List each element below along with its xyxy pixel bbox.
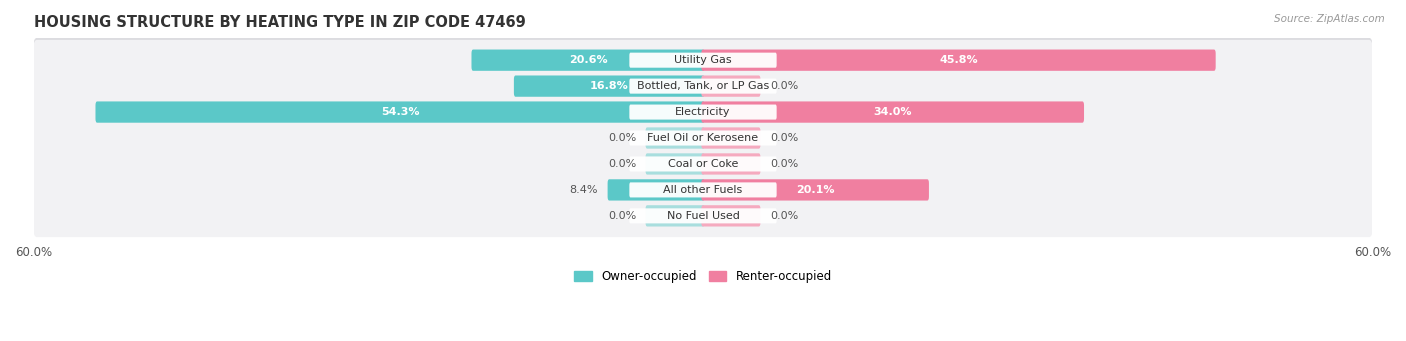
FancyBboxPatch shape: [702, 205, 761, 226]
Text: Electricity: Electricity: [675, 107, 731, 117]
Text: 0.0%: 0.0%: [770, 133, 799, 143]
FancyBboxPatch shape: [34, 170, 1372, 211]
FancyBboxPatch shape: [34, 194, 1372, 235]
Text: 0.0%: 0.0%: [770, 81, 799, 91]
FancyBboxPatch shape: [645, 205, 704, 226]
Text: Bottled, Tank, or LP Gas: Bottled, Tank, or LP Gas: [637, 81, 769, 91]
FancyBboxPatch shape: [513, 75, 704, 97]
FancyBboxPatch shape: [34, 92, 1372, 133]
Text: 34.0%: 34.0%: [873, 107, 912, 117]
FancyBboxPatch shape: [630, 105, 776, 120]
Legend: Owner-occupied, Renter-occupied: Owner-occupied, Renter-occupied: [569, 266, 837, 288]
FancyBboxPatch shape: [34, 64, 1372, 105]
FancyBboxPatch shape: [630, 208, 776, 223]
Text: Fuel Oil or Kerosene: Fuel Oil or Kerosene: [647, 133, 759, 143]
FancyBboxPatch shape: [34, 116, 1372, 157]
Text: HOUSING STRUCTURE BY HEATING TYPE IN ZIP CODE 47469: HOUSING STRUCTURE BY HEATING TYPE IN ZIP…: [34, 15, 526, 30]
Text: 8.4%: 8.4%: [569, 185, 598, 195]
Text: 0.0%: 0.0%: [607, 211, 636, 221]
Text: 16.8%: 16.8%: [591, 81, 628, 91]
Text: Coal or Coke: Coal or Coke: [668, 159, 738, 169]
Text: Utility Gas: Utility Gas: [675, 55, 731, 65]
FancyBboxPatch shape: [630, 78, 776, 94]
FancyBboxPatch shape: [645, 153, 704, 175]
FancyBboxPatch shape: [702, 75, 761, 97]
FancyBboxPatch shape: [34, 66, 1372, 107]
FancyBboxPatch shape: [34, 144, 1372, 185]
FancyBboxPatch shape: [607, 179, 704, 201]
Text: 0.0%: 0.0%: [770, 159, 799, 169]
FancyBboxPatch shape: [702, 101, 1084, 123]
FancyBboxPatch shape: [630, 131, 776, 146]
FancyBboxPatch shape: [630, 182, 776, 197]
Text: 0.0%: 0.0%: [607, 159, 636, 169]
FancyBboxPatch shape: [34, 90, 1372, 131]
Text: 0.0%: 0.0%: [607, 133, 636, 143]
FancyBboxPatch shape: [471, 49, 704, 71]
Text: 20.6%: 20.6%: [569, 55, 607, 65]
Text: 20.1%: 20.1%: [796, 185, 834, 195]
FancyBboxPatch shape: [34, 167, 1372, 209]
FancyBboxPatch shape: [702, 179, 929, 201]
FancyBboxPatch shape: [34, 196, 1372, 237]
FancyBboxPatch shape: [702, 128, 761, 149]
FancyBboxPatch shape: [34, 38, 1372, 79]
Text: All other Fuels: All other Fuels: [664, 185, 742, 195]
Text: 45.8%: 45.8%: [939, 55, 977, 65]
FancyBboxPatch shape: [630, 53, 776, 68]
FancyBboxPatch shape: [34, 118, 1372, 159]
Text: 54.3%: 54.3%: [381, 107, 419, 117]
Text: Source: ZipAtlas.com: Source: ZipAtlas.com: [1274, 14, 1385, 24]
FancyBboxPatch shape: [630, 157, 776, 172]
Text: 0.0%: 0.0%: [770, 211, 799, 221]
FancyBboxPatch shape: [34, 142, 1372, 183]
FancyBboxPatch shape: [34, 40, 1372, 81]
Text: No Fuel Used: No Fuel Used: [666, 211, 740, 221]
FancyBboxPatch shape: [96, 101, 704, 123]
FancyBboxPatch shape: [702, 153, 761, 175]
FancyBboxPatch shape: [645, 128, 704, 149]
FancyBboxPatch shape: [702, 49, 1216, 71]
